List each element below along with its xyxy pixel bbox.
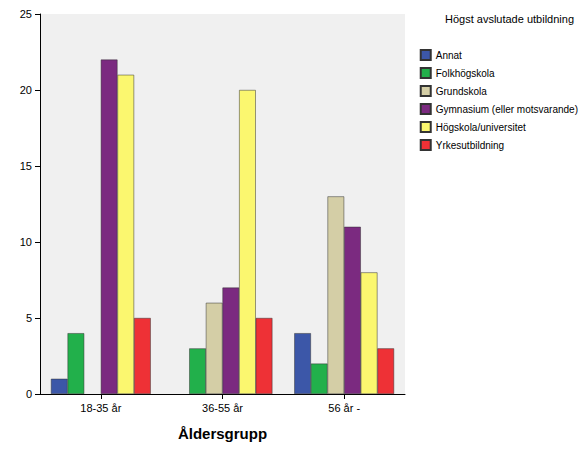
svg-text:5: 5	[26, 312, 32, 324]
svg-text:0: 0	[26, 388, 32, 400]
svg-text:Grundskola: Grundskola	[436, 86, 488, 97]
svg-text:Högskola/universitet: Högskola/universitet	[436, 122, 526, 133]
svg-text:56 år -: 56 år -	[328, 402, 360, 414]
svg-text:Högst avslutade utbildning: Högst avslutade utbildning	[445, 13, 574, 25]
svg-text:25: 25	[20, 8, 32, 20]
svg-text:36-55 år: 36-55 år	[202, 402, 243, 414]
svg-text:Åldersgrupp: Åldersgrupp	[178, 425, 267, 442]
svg-text:15: 15	[20, 160, 32, 172]
svg-text:20: 20	[20, 84, 32, 96]
svg-text:Folkhögskola: Folkhögskola	[436, 68, 495, 79]
svg-text:Gymnasium (eller motsvarande): Gymnasium (eller motsvarande)	[436, 104, 578, 115]
svg-text:Yrkesutbildning: Yrkesutbildning	[436, 140, 504, 151]
svg-text:Annat: Annat	[436, 50, 462, 61]
svg-text:10: 10	[20, 236, 32, 248]
svg-text:18-35 år: 18-35 år	[80, 402, 121, 414]
